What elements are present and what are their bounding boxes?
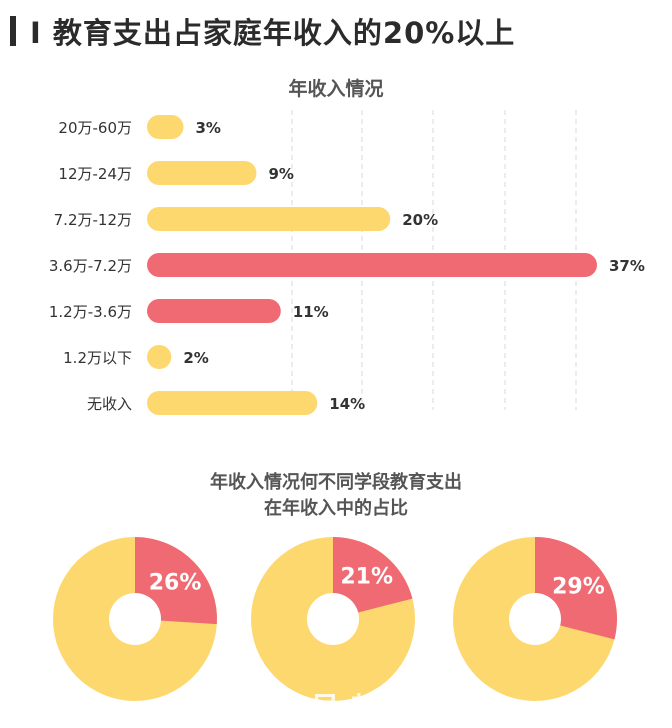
donut-label: 26% xyxy=(149,570,202,595)
value-label: 9% xyxy=(268,165,293,183)
donut-chart-title: 年收入情况何不同学段教育支出 在年收入中的占比 xyxy=(0,470,672,522)
value-label: 20% xyxy=(402,211,438,229)
category-label: 3.6万-7.2万 xyxy=(49,257,132,275)
category-label: 12万-24万 xyxy=(58,165,132,183)
donut-hole xyxy=(109,593,161,645)
category-label: 20万-60万 xyxy=(58,119,132,137)
donut-hole xyxy=(307,593,359,645)
bar xyxy=(147,391,318,415)
value-label: 37% xyxy=(609,257,645,275)
donut-label: 21% xyxy=(340,565,393,590)
value-label: 14% xyxy=(329,395,365,413)
headline: I 教育支出占家庭年收入的20%以上 xyxy=(10,8,515,54)
category-label: 1.2万-3.6万 xyxy=(49,303,132,321)
donut-share-slice xyxy=(333,537,413,619)
bar xyxy=(147,161,257,185)
donut: 29% xyxy=(453,537,617,701)
category-label: 1.2万以下 xyxy=(63,349,132,367)
donut-label: 29% xyxy=(552,574,605,599)
donut-hole xyxy=(509,593,561,645)
bar xyxy=(147,207,391,231)
category-label: 无收入 xyxy=(87,395,132,413)
value-label: 11% xyxy=(293,303,329,321)
bar-chart-title: 年收入情况 xyxy=(288,78,384,100)
bar-chart: 20万-60万 3% 12万-24万 9% 7.2万-12万 20% 3.6万-7.2万 37… xyxy=(49,110,645,415)
value-label: 2% xyxy=(183,349,208,367)
watermark: 作号 起帐现 xyxy=(280,692,441,727)
value-label: 3% xyxy=(195,119,220,137)
bar xyxy=(147,115,184,139)
headline-text: I 教育支出占家庭年收入的20%以上 xyxy=(30,16,516,50)
donut-title-line-1: 年收入情况何不同学段教育支出 xyxy=(210,472,462,493)
category-label: 7.2万-12万 xyxy=(54,211,132,229)
headline-marker xyxy=(10,16,16,46)
bar xyxy=(147,253,597,277)
bar xyxy=(147,345,172,369)
donut-share-slice xyxy=(135,537,218,625)
donut-title-line-2: 在年收入中的占比 xyxy=(264,498,408,519)
donut-chart: 26% 21% 29% xyxy=(53,537,617,701)
bar xyxy=(147,299,281,323)
donut: 26% xyxy=(53,537,218,701)
donut: 21% xyxy=(251,537,415,701)
